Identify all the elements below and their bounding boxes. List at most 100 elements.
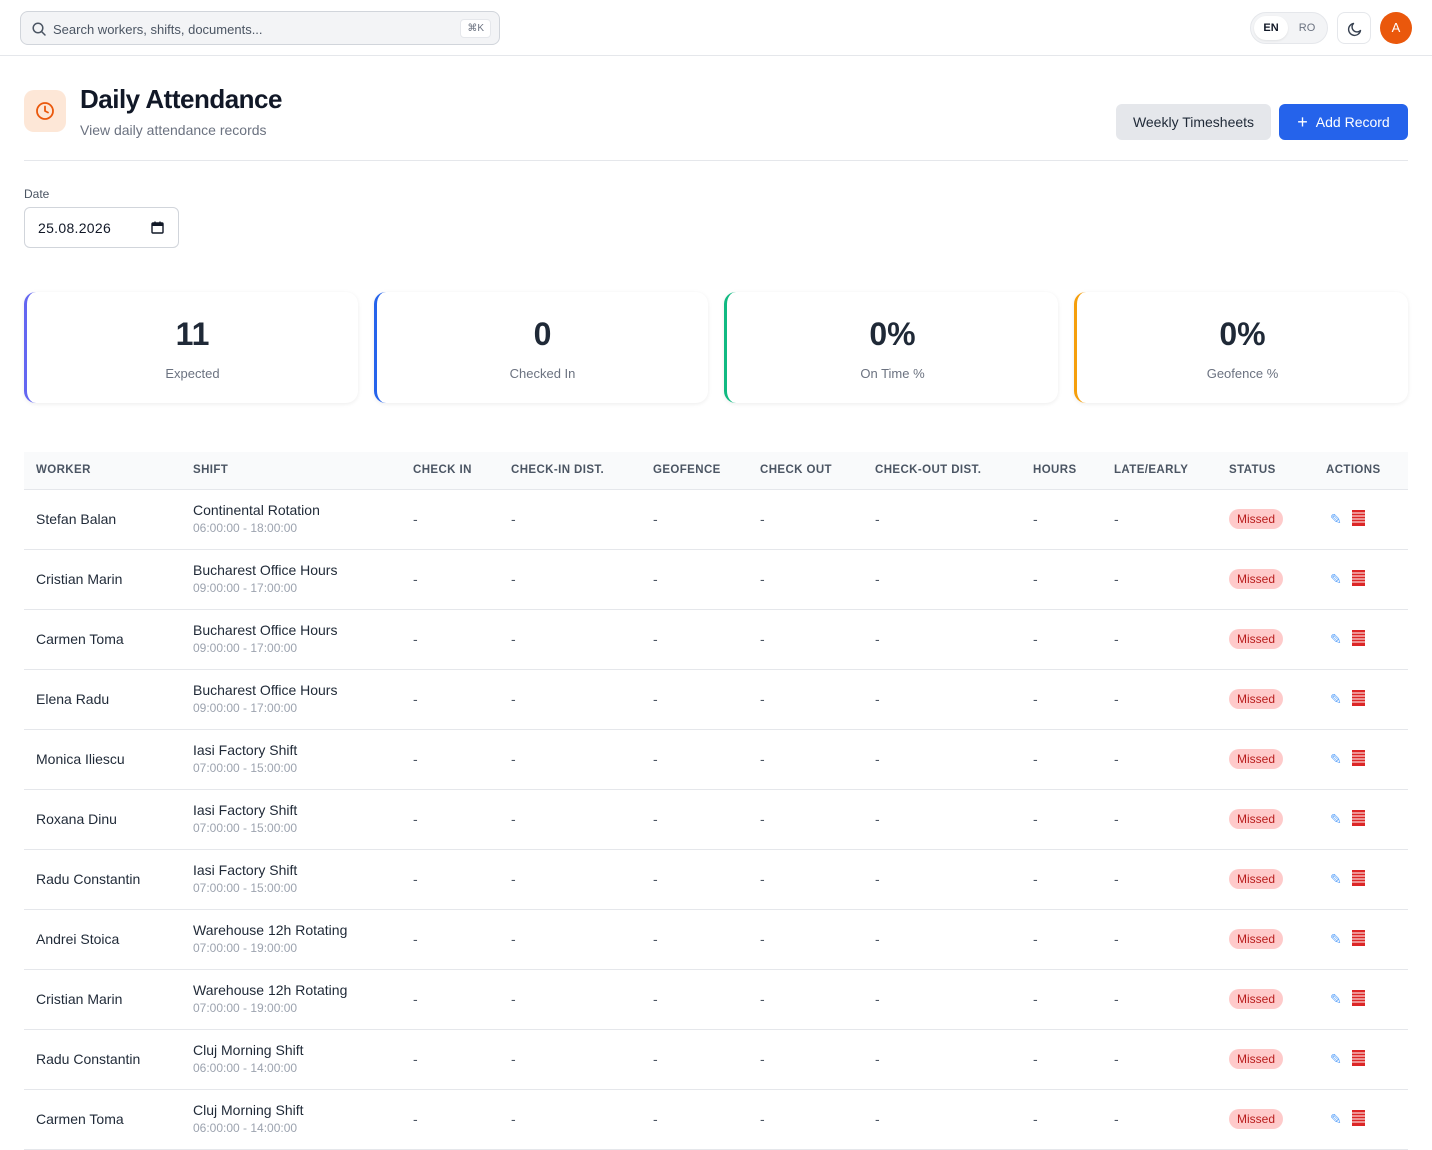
trash-icon[interactable] <box>1351 930 1365 946</box>
table-row[interactable]: Cristian Marin Warehouse 12h Rotating 07:0… <box>24 969 1408 1030</box>
check-out-dist-value: - <box>863 609 1021 670</box>
worker-name: Andrei Stoica <box>24 909 181 970</box>
geofence-value: - <box>641 789 748 850</box>
status-cell: Missed <box>1217 549 1314 610</box>
check-out-value: - <box>748 669 863 730</box>
table-row[interactable]: Roxana Dinu Iasi Factory Shift 07:00:00 - … <box>24 789 1408 850</box>
table-row[interactable]: Carmen Toma Cluj Morning Shift 06:00:00 - … <box>24 1089 1408 1150</box>
actions-cell: ✎ <box>1314 969 1408 1030</box>
pencil-icon[interactable]: ✎ <box>1330 1111 1342 1127</box>
search-input[interactable] <box>53 18 453 40</box>
hours-value: - <box>1021 909 1102 970</box>
status-cell: Missed <box>1217 489 1314 550</box>
table-row[interactable]: Monica Iliescu Iasi Factory Shift 07:00:00… <box>24 729 1408 790</box>
check-out-value: - <box>748 609 863 670</box>
column-header-hours[interactable]: HOURS <box>1021 452 1102 490</box>
table-row[interactable]: Carmen Toma Bucharest Office Hours 09:00:0… <box>24 609 1408 670</box>
check-out-value: - <box>748 489 863 550</box>
table-row[interactable]: Cristian Marin Bucharest Office Hours 09:0… <box>24 549 1408 610</box>
pencil-icon[interactable]: ✎ <box>1330 691 1342 707</box>
geofence-value: - <box>641 489 748 550</box>
pencil-icon[interactable]: ✎ <box>1330 991 1342 1007</box>
shift-name: Cluj Morning Shift <box>193 1102 304 1118</box>
geofence-value: - <box>641 1089 748 1150</box>
pencil-icon[interactable]: ✎ <box>1330 511 1342 527</box>
check-out-value: - <box>748 909 863 970</box>
check-in-dist-value: - <box>499 729 641 790</box>
weekly-timesheets-button[interactable]: Weekly Timesheets <box>1116 104 1271 140</box>
status-badge: Missed <box>1229 869 1284 889</box>
table-header-row: WORKER SHIFT CHECK IN CHECK-IN DIST. GEO… <box>24 452 1408 490</box>
column-header-worker[interactable]: WORKER <box>24 452 181 490</box>
table-row[interactable]: Stefan Balan Continental Rotation 06:00:00… <box>24 489 1408 550</box>
date-input[interactable]: 25.08.2026 <box>24 207 179 248</box>
user-avatar[interactable]: A <box>1380 12 1412 44</box>
pencil-icon[interactable]: ✎ <box>1330 871 1342 887</box>
trash-icon[interactable] <box>1351 1110 1365 1126</box>
shift-cell: Iasi Factory Shift 07:00:00 - 15:00:00 <box>181 849 401 910</box>
table-row[interactable]: Elena Radu Bucharest Office Hours 09:00:00… <box>24 669 1408 730</box>
worker-name: Radu Constantin <box>24 1029 181 1090</box>
global-search[interactable]: ⌘K <box>20 11 500 45</box>
geofence-value: - <box>641 969 748 1030</box>
late-early-value: - <box>1102 969 1217 1030</box>
shift-cell: Iasi Factory Shift 07:00:00 - 15:00:00 <box>181 729 401 790</box>
column-header-geofence[interactable]: GEOFENCE <box>641 452 748 490</box>
hours-value: - <box>1021 489 1102 550</box>
status-badge: Missed <box>1229 809 1284 829</box>
column-header-check-out-dist[interactable]: CHECK-OUT DIST. <box>863 452 1021 490</box>
page-subtitle: View daily attendance records <box>80 122 267 138</box>
column-header-check-in-dist[interactable]: CHECK-IN DIST. <box>499 452 641 490</box>
worker-name: Elena Radu <box>24 669 181 730</box>
actions-cell: ✎ <box>1314 669 1408 730</box>
worker-name: Roxana Dinu <box>24 789 181 850</box>
worker-name: Stefan Balan <box>24 489 181 550</box>
geofence-value: - <box>641 849 748 910</box>
lang-en-button[interactable]: EN <box>1254 16 1288 40</box>
add-record-button[interactable]: + Add Record <box>1279 104 1408 140</box>
trash-icon[interactable] <box>1351 750 1365 766</box>
table-row[interactable]: Andrei Stoica Warehouse 12h Rotating 07:00… <box>24 909 1408 970</box>
trash-icon[interactable] <box>1351 570 1365 586</box>
pencil-icon[interactable]: ✎ <box>1330 931 1342 947</box>
trash-icon[interactable] <box>1351 990 1365 1006</box>
column-header-status[interactable]: STATUS <box>1217 452 1314 490</box>
search-icon <box>32 22 46 36</box>
pencil-icon[interactable]: ✎ <box>1330 631 1342 647</box>
column-header-shift[interactable]: SHIFT <box>181 452 401 490</box>
trash-icon[interactable] <box>1351 510 1365 526</box>
header-divider <box>24 160 1408 161</box>
shift-name: Iasi Factory Shift <box>193 742 298 758</box>
status-cell: Missed <box>1217 909 1314 970</box>
trash-icon[interactable] <box>1351 630 1365 646</box>
shift-time: 07:00:00 - 15:00:00 <box>193 821 298 835</box>
table-row[interactable]: Radu Constantin Iasi Factory Shift 07:00:0… <box>24 849 1408 910</box>
hours-value: - <box>1021 1029 1102 1090</box>
pencil-icon[interactable]: ✎ <box>1330 751 1342 767</box>
hours-value: - <box>1021 849 1102 910</box>
pencil-icon[interactable]: ✎ <box>1330 811 1342 827</box>
column-header-late-early[interactable]: LATE/EARLY <box>1102 452 1217 490</box>
theme-toggle-button[interactable] <box>1337 12 1371 44</box>
trash-icon[interactable] <box>1351 690 1365 706</box>
trash-icon[interactable] <box>1351 810 1365 826</box>
table-row[interactable]: Radu Constantin Cluj Morning Shift 06:00:0… <box>24 1029 1408 1090</box>
shift-time: 06:00:00 - 14:00:00 <box>193 1121 298 1135</box>
actions-cell: ✎ <box>1314 489 1408 550</box>
stat-card-on-time: 0% On Time % <box>724 292 1058 403</box>
column-header-check-out[interactable]: CHECK OUT <box>748 452 863 490</box>
trash-icon[interactable] <box>1351 1050 1365 1066</box>
status-cell: Missed <box>1217 669 1314 730</box>
calendar-icon[interactable] <box>151 221 164 234</box>
status-badge: Missed <box>1229 569 1284 589</box>
status-badge: Missed <box>1229 989 1284 1009</box>
check-out-dist-value: - <box>863 549 1021 610</box>
stat-value: 0 <box>533 316 552 352</box>
check-out-value: - <box>748 1029 863 1090</box>
late-early-value: - <box>1102 1029 1217 1090</box>
pencil-icon[interactable]: ✎ <box>1330 1051 1342 1067</box>
column-header-check-in[interactable]: CHECK IN <box>401 452 499 490</box>
pencil-icon[interactable]: ✎ <box>1330 571 1342 587</box>
lang-ro-button[interactable]: RO <box>1298 22 1316 34</box>
trash-icon[interactable] <box>1351 870 1365 886</box>
